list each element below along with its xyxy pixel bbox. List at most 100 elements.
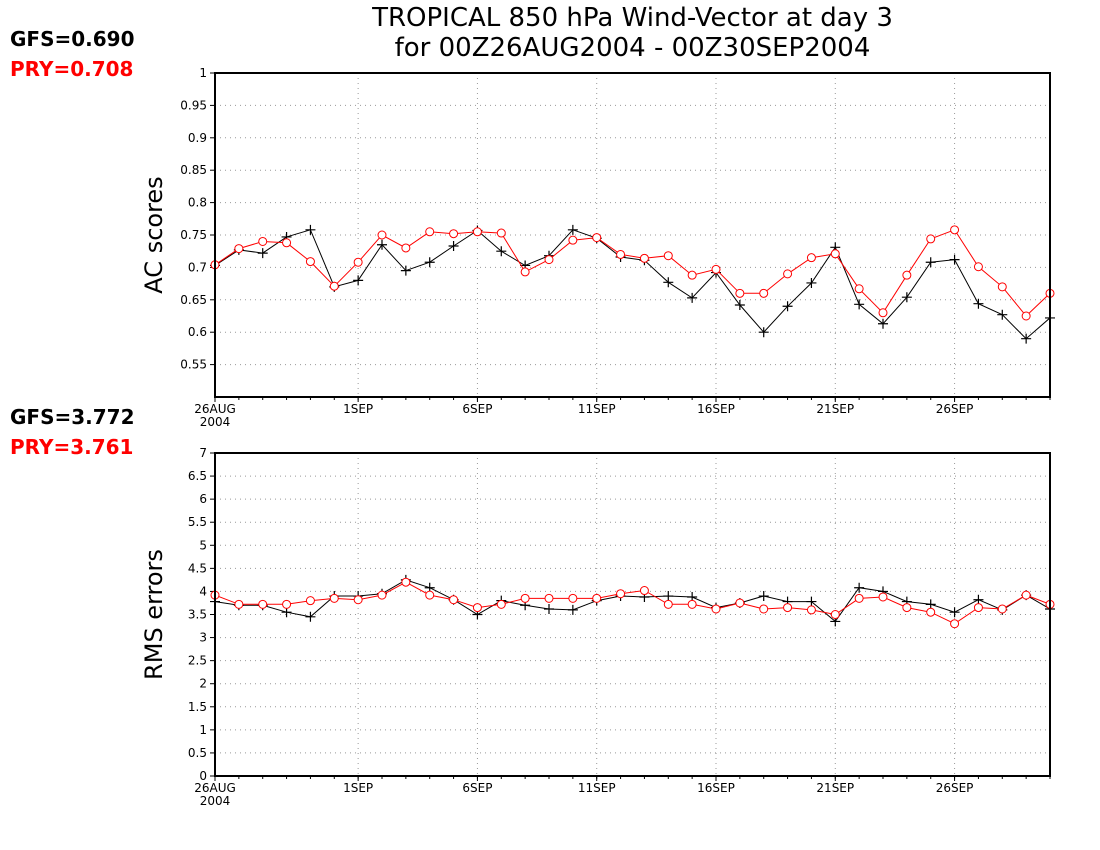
ac-point-gfs [257,248,268,259]
ac-xtick-label: 26SEP [936,402,974,416]
ac-ytick-label: 0.55 [180,358,207,372]
rms-point-gfs [925,599,936,610]
rms-point-pry [1021,590,1031,600]
ac-point-gfs [377,239,387,250]
rms-series-pry-line [215,581,1050,625]
ac-point-gfs [424,257,435,268]
rms-point-gfs [663,591,674,602]
rms-ytick-label: 0.5 [188,746,207,760]
rms-point-pry [449,595,459,605]
rms-point-gfs [281,607,292,618]
ac-point-pry [401,243,411,253]
ac-point-gfs [567,224,578,235]
ac-point-pry [830,249,840,259]
ac-point-pry [997,282,1007,292]
ac-gfs-score: GFS=0.690 [10,27,135,51]
rms-series-gfs-line [215,579,1050,623]
ac-point-pry [377,230,387,240]
ac-point-pry [568,235,578,245]
ac-point-gfs [854,299,865,310]
rms-point-pry [568,593,578,603]
ac-ytick-label: 0.7 [188,260,207,274]
ac-point-gfs [734,299,745,310]
rms-ytick-label: 4.5 [188,561,207,575]
ac-point-gfs [687,292,698,303]
ac-point-pry [616,249,626,259]
rms-ytick-label: 1 [199,723,207,737]
rms-point-pry [425,590,435,600]
rms-point-pry [759,604,769,614]
ac-point-gfs [1021,333,1032,344]
ac-ylabel: AC scores [140,176,168,293]
ac-point-pry [687,270,697,280]
rms-point-pry [878,592,888,602]
rms-ytick-label: 1.5 [188,700,207,714]
rms-point-pry [926,607,936,617]
ac-point-gfs [878,318,888,329]
ac-point-gfs [305,224,316,235]
ac-xtick-label: 21SEP [816,402,854,416]
ac-point-pry [234,244,244,254]
ac-point-pry [496,228,506,238]
ac-point-pry [520,267,530,277]
rms-ytick-label: 2 [199,677,207,691]
ac-year-label: 2004 [200,415,231,429]
rms-ytick-label: 6.5 [188,469,207,483]
rms-pry-score: PRY=3.761 [10,435,134,459]
ac-xtick-label: 6SEP [462,402,492,416]
rms-point-pry [377,590,387,600]
ac-point-pry [353,257,363,267]
rms-point-gfs [854,582,865,593]
rms-xtick-label: 6SEP [462,781,492,795]
rms-point-pry [544,593,554,603]
rms-xtick-label: 16SEP [697,781,735,795]
ac-point-pry [425,227,435,237]
ac-point-gfs [973,298,984,309]
ac-point-pry [926,234,936,244]
ac-point-gfs [496,246,507,257]
rms-point-gfs [758,591,769,602]
ac-point-pry [759,288,769,298]
ac-ytick-label: 0.95 [180,98,207,112]
ac-point-pry [282,238,292,248]
ac-point-gfs [806,277,817,288]
rms-point-pry [305,596,315,606]
rms-xtick-label: 21SEP [816,781,854,795]
ac-pry-score: PRY=0.708 [10,57,134,81]
chart-title-line1: TROPICAL 850 hPa Wind-Vector at day 3 [372,3,893,33]
ac-ytick-label: 0.75 [180,228,207,242]
ac-point-pry [735,288,745,298]
rms-point-pry [663,599,673,609]
rms-ytick-label: 5 [199,538,207,552]
ac-ytick-label: 0.9 [188,131,207,145]
ac-point-pry [806,253,816,263]
rms-point-pry [783,603,793,613]
rms-point-pry [950,619,960,629]
chart-title-line2: for 00Z26AUG2004 - 00Z30SEP2004 [394,33,871,63]
rms-ytick-label: 7 [199,446,207,460]
ac-point-pry [544,255,554,265]
ac-point-gfs [925,257,936,268]
rms-ytick-label: 3.5 [188,608,207,622]
rms-point-pry [711,604,721,614]
ac-point-pry [711,264,721,274]
rms-point-pry [401,577,411,587]
ac-ytick-label: 0.6 [188,325,207,339]
rms-point-gfs [567,604,578,615]
rms-gfs-score: GFS=3.772 [10,405,135,429]
rms-point-pry [830,610,840,619]
rms-point-pry [735,598,745,608]
ac-point-pry [1021,311,1031,321]
ac-xtick-label: 11SEP [578,402,616,416]
rms-point-pry [329,593,339,603]
ac-xtick-label: 1SEP [343,402,373,416]
rms-point-pry [234,599,244,609]
rms-ytick-label: 6 [199,492,207,506]
ac-point-pry [854,284,864,294]
ac-point-pry [639,253,649,263]
rms-point-pry [282,599,292,609]
ac-point-pry [305,257,315,267]
ac-point-pry [902,270,912,280]
ac-point-pry [592,233,602,243]
